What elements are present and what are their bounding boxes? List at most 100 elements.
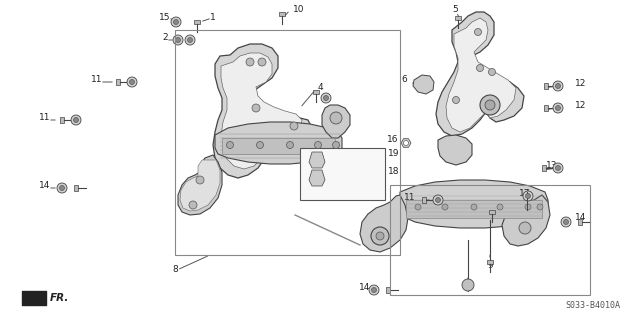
Text: 4: 4	[318, 84, 324, 93]
Polygon shape	[360, 195, 408, 252]
Polygon shape	[401, 139, 411, 147]
Circle shape	[480, 95, 500, 115]
Polygon shape	[60, 117, 64, 123]
Circle shape	[129, 79, 134, 85]
Circle shape	[433, 195, 443, 205]
Polygon shape	[313, 90, 319, 94]
Polygon shape	[544, 83, 548, 89]
Polygon shape	[215, 122, 342, 164]
Text: 18: 18	[388, 167, 399, 176]
Text: 9: 9	[487, 261, 493, 270]
Circle shape	[189, 201, 197, 209]
Polygon shape	[489, 210, 495, 214]
Polygon shape	[116, 79, 120, 85]
Circle shape	[556, 106, 561, 110]
Circle shape	[321, 93, 331, 103]
Circle shape	[333, 142, 339, 149]
Circle shape	[188, 38, 193, 42]
Polygon shape	[438, 135, 472, 165]
Circle shape	[519, 222, 531, 234]
Text: 1: 1	[210, 13, 216, 23]
Circle shape	[553, 163, 563, 173]
Text: FR.: FR.	[50, 293, 69, 303]
Text: 7: 7	[465, 286, 471, 294]
Polygon shape	[222, 138, 335, 154]
Polygon shape	[413, 75, 434, 94]
Text: 16: 16	[387, 136, 398, 145]
Text: 5: 5	[452, 5, 458, 14]
Polygon shape	[578, 219, 582, 225]
Circle shape	[553, 103, 563, 113]
Circle shape	[323, 95, 328, 100]
Text: 19: 19	[388, 149, 399, 158]
Circle shape	[477, 64, 483, 71]
Text: 15: 15	[159, 13, 170, 23]
Circle shape	[488, 69, 495, 76]
Circle shape	[523, 191, 533, 201]
Circle shape	[369, 285, 379, 295]
Polygon shape	[502, 195, 550, 246]
Circle shape	[442, 204, 448, 210]
Circle shape	[246, 58, 254, 66]
Circle shape	[563, 219, 568, 225]
Circle shape	[435, 197, 440, 203]
Circle shape	[127, 77, 137, 87]
Text: 11: 11	[403, 194, 415, 203]
Circle shape	[376, 232, 384, 240]
Circle shape	[462, 279, 474, 291]
Circle shape	[471, 204, 477, 210]
Circle shape	[227, 142, 234, 149]
Circle shape	[415, 204, 421, 210]
Circle shape	[556, 84, 561, 88]
Circle shape	[525, 194, 531, 198]
Circle shape	[196, 176, 204, 184]
Circle shape	[371, 287, 376, 293]
Circle shape	[556, 166, 561, 170]
Bar	[390, 185, 590, 295]
Polygon shape	[309, 170, 325, 186]
Circle shape	[74, 117, 79, 122]
Circle shape	[525, 204, 531, 210]
Polygon shape	[180, 160, 220, 211]
Circle shape	[314, 142, 321, 149]
Circle shape	[561, 217, 571, 227]
Polygon shape	[322, 105, 350, 138]
Text: 14: 14	[38, 181, 50, 189]
Text: 14: 14	[358, 284, 370, 293]
Text: 11: 11	[90, 76, 102, 85]
Circle shape	[175, 38, 180, 42]
Circle shape	[287, 142, 294, 149]
Polygon shape	[422, 197, 426, 203]
Circle shape	[452, 97, 460, 103]
Circle shape	[173, 19, 179, 25]
Polygon shape	[221, 53, 302, 169]
Polygon shape	[544, 105, 548, 111]
Text: 6: 6	[401, 76, 407, 85]
Text: 3: 3	[487, 204, 493, 212]
Circle shape	[257, 142, 264, 149]
Polygon shape	[279, 12, 285, 16]
Text: 17: 17	[519, 189, 531, 197]
Circle shape	[301, 191, 309, 199]
Text: 14: 14	[575, 213, 586, 222]
Polygon shape	[400, 180, 548, 228]
Circle shape	[371, 227, 389, 245]
Polygon shape	[455, 16, 461, 20]
Circle shape	[185, 35, 195, 45]
Bar	[300, 148, 385, 200]
Circle shape	[485, 100, 495, 110]
Polygon shape	[386, 287, 390, 293]
Polygon shape	[74, 185, 78, 191]
Text: 8: 8	[172, 265, 178, 275]
Circle shape	[60, 186, 65, 190]
Circle shape	[71, 115, 81, 125]
Circle shape	[171, 17, 181, 27]
Polygon shape	[178, 155, 222, 215]
Circle shape	[258, 58, 266, 66]
Polygon shape	[542, 165, 546, 171]
Polygon shape	[194, 20, 200, 24]
Text: 10: 10	[293, 5, 305, 14]
Polygon shape	[446, 18, 516, 132]
Polygon shape	[436, 12, 524, 136]
Polygon shape	[487, 260, 493, 264]
